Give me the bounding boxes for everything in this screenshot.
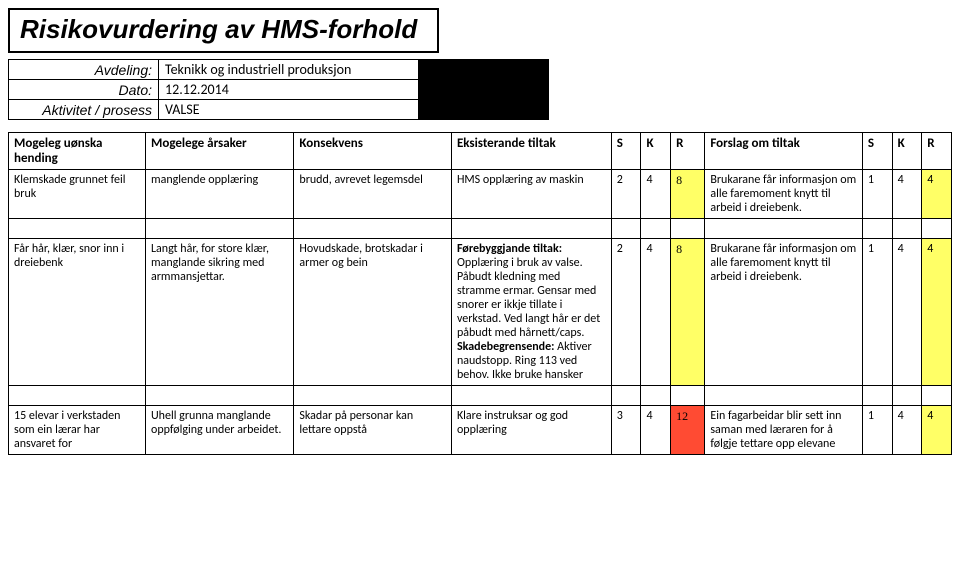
spacer-cell [294,219,452,239]
spacer-cell [862,386,892,406]
cell: Hovudskade, brotskadar i armer og bein [294,239,452,386]
th-exist: Eksisterande tiltak [451,133,611,170]
spacer-cell [9,386,146,406]
th-s2: S [862,133,892,170]
spacer-cell [451,386,611,406]
cell: 12 [671,406,705,455]
cell: 4 [892,170,922,219]
cell: HMS opplæring av maskin [451,170,611,219]
table-row: 15 elevar i verkstaden som ein lærar har… [9,406,952,455]
cell: 2 [611,239,641,386]
cell: 4 [892,239,922,386]
cell: 8 [671,170,705,219]
spacer-cell [922,386,952,406]
spacer-cell [145,386,293,406]
spacer-cell [145,219,293,239]
page-title: Risikovurdering av HMS-forhold [20,14,417,45]
th-k2: K [892,133,922,170]
header-row: Mogeleg uønska hending Mogelege årsaker … [9,133,952,170]
th-s1: S [611,133,641,170]
meta-filler [419,60,549,80]
cell: manglende opplæring [145,170,293,219]
cell: 3 [611,406,641,455]
cell: 1 [862,406,892,455]
spacer-cell [294,386,452,406]
meta-filler [419,100,549,120]
meta-table: Avdeling: Teknikk og industriell produks… [8,59,549,120]
spacer-cell [641,386,671,406]
spacer-cell [671,219,705,239]
th-cause: Mogelege årsaker [145,133,293,170]
cell: 4 [922,170,952,219]
meta-val-dato: 12.12.2014 [159,80,419,100]
cell: Skadar på personar kan lettare oppstå [294,406,452,455]
cell: 4 [641,239,671,386]
cell: 4 [641,170,671,219]
cell: Langt hår, for store klær, manglande sik… [145,239,293,386]
th-k1: K [641,133,671,170]
table-row: Får hår, klær, snor inn i dreiebenkLangt… [9,239,952,386]
table-row: Klemskade grunnet feil brukmanglende opp… [9,170,952,219]
th-suggest: Forslag om tiltak [705,133,863,170]
spacer-cell [892,219,922,239]
cell: 1 [862,239,892,386]
meta-label-dato: Dato: [9,80,159,100]
cell: Uhell grunna manglande oppfølging under … [145,406,293,455]
page-title-box: Risikovurdering av HMS-forhold [8,8,439,53]
cell: Ein fagarbeidar blir sett inn saman med … [705,406,863,455]
cell: 4 [922,239,952,386]
meta-val-aktivitet: VALSE [159,100,419,120]
cell: Klemskade grunnet feil bruk [9,170,146,219]
spacer-cell [641,219,671,239]
spacer-cell [922,219,952,239]
th-r1: R [671,133,705,170]
spacer-cell [9,219,146,239]
cell: Klare instruksar og god opplæring [451,406,611,455]
spacer-cell [705,386,863,406]
spacer-cell [705,219,863,239]
meta-label-aktivitet: Aktivitet / prosess [9,100,159,120]
cell: 4 [922,406,952,455]
spacer-row [9,386,952,406]
cell: 2 [611,170,641,219]
cell: Førebyggjande tiltak: Opplæring i bruk a… [451,239,611,386]
cell: 4 [892,406,922,455]
spacer-cell [451,219,611,239]
meta-label-avdeling: Avdeling: [9,60,159,80]
cell: brudd, avrevet legemsdel [294,170,452,219]
cell: Brukarane får informasjon om alle faremo… [705,239,863,386]
spacer-cell [611,386,641,406]
meta-filler [419,80,549,100]
cell: 8 [671,239,705,386]
th-r2: R [922,133,952,170]
meta-val-avdeling: Teknikk og industriell produksjon [159,60,419,80]
spacer-cell [671,386,705,406]
spacer-cell [611,219,641,239]
cell: Brukarane får informasjon om alle faremo… [705,170,863,219]
spacer-cell [862,219,892,239]
cell: Får hår, klær, snor inn i dreiebenk [9,239,146,386]
cell: 4 [641,406,671,455]
th-conseq: Konsekvens [294,133,452,170]
th-event: Mogeleg uønska hending [9,133,146,170]
spacer-row [9,219,952,239]
risk-table: Mogeleg uønska hending Mogelege årsaker … [8,132,952,455]
cell: 15 elevar i verkstaden som ein lærar har… [9,406,146,455]
spacer-cell [892,386,922,406]
cell: 1 [862,170,892,219]
